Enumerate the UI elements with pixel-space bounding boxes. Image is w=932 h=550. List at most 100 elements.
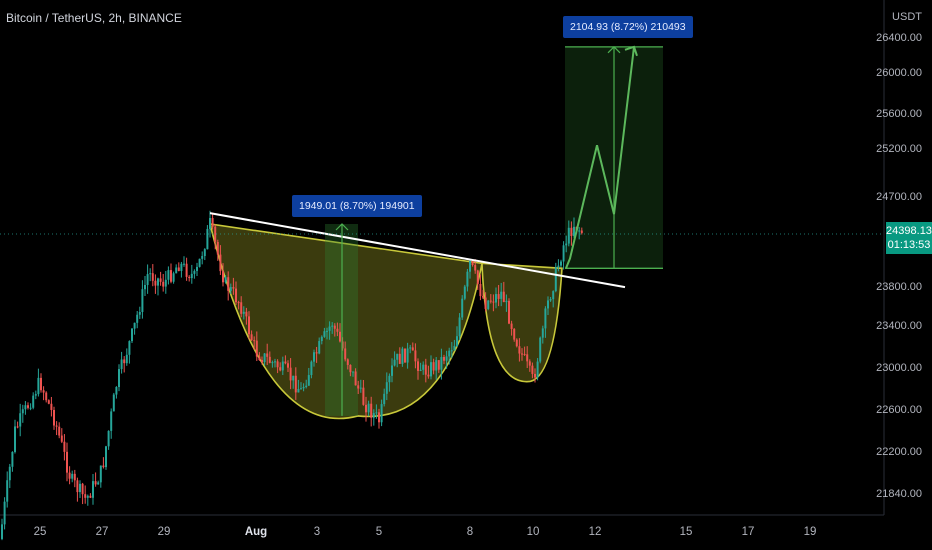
chart-grid — [0, 0, 885, 516]
candle-body — [227, 277, 230, 291]
candle-body — [518, 346, 521, 354]
candle-body — [19, 413, 22, 427]
target-arrow-head — [607, 45, 621, 54]
candle-body — [469, 260, 471, 272]
cup-depth-measure-label: 1949.01 (8.70%) 194901 — [292, 195, 422, 217]
candle — [482, 289, 484, 299]
candle-body — [456, 336, 458, 346]
candle-body — [73, 473, 76, 481]
candle — [136, 310, 139, 329]
candle — [424, 358, 427, 383]
candle — [292, 375, 295, 389]
candle — [372, 409, 375, 426]
candle — [37, 368, 40, 397]
candle — [578, 227, 581, 240]
candle-body — [339, 331, 341, 342]
candle — [476, 269, 479, 291]
candle-body — [521, 353, 523, 355]
candle — [14, 419, 16, 454]
candle-body — [27, 405, 29, 408]
candle — [497, 284, 500, 307]
candle — [437, 360, 440, 373]
target-measure-label: 2104.93 (8.72%) 210493 — [563, 16, 693, 38]
candle — [11, 451, 14, 472]
pattern-annotations — [0, 45, 884, 416]
candle — [193, 269, 196, 279]
candle-body — [58, 426, 61, 436]
candle-body — [92, 481, 94, 498]
candle-body — [190, 273, 193, 279]
candle — [211, 212, 214, 230]
price-tick: 22200.00 — [876, 446, 922, 458]
candle-body — [216, 241, 219, 255]
candle-body — [263, 353, 266, 363]
candle — [365, 396, 367, 422]
candle — [318, 337, 321, 355]
handle-shape — [481, 262, 563, 383]
candle — [357, 380, 360, 395]
candle-body — [578, 230, 581, 232]
candle-body — [401, 348, 404, 364]
candle — [323, 327, 326, 338]
candle — [370, 396, 373, 427]
candle — [539, 336, 542, 364]
candle — [515, 338, 518, 348]
candle-body — [539, 337, 542, 362]
candle-body — [274, 361, 276, 363]
candle-body — [258, 356, 261, 361]
candle-body — [396, 353, 399, 360]
neckline-trendline — [209, 212, 626, 289]
price-tick: 26000.00 — [876, 67, 922, 79]
candle-body — [266, 353, 269, 357]
candle-body — [188, 276, 191, 279]
candle — [573, 217, 575, 238]
candle-body — [3, 501, 6, 525]
candle-body — [40, 377, 42, 391]
candle — [99, 465, 102, 488]
candle — [149, 268, 152, 282]
candle-body — [372, 413, 375, 418]
candle-body — [393, 359, 396, 366]
candle — [471, 260, 474, 267]
candle-body — [552, 291, 555, 300]
candle-body — [149, 273, 152, 275]
candle — [131, 327, 133, 343]
candle-body — [29, 407, 32, 409]
candle-body — [255, 340, 258, 357]
candle-body — [175, 267, 178, 274]
candle-body — [557, 265, 560, 268]
candle-body — [534, 373, 536, 378]
price-tick: 21840.00 — [876, 488, 922, 500]
candle — [484, 292, 487, 312]
date-tick: 25 — [33, 526, 47, 538]
candle — [154, 274, 157, 294]
candle — [401, 346, 404, 367]
candle-body — [268, 356, 271, 363]
candle-body — [287, 363, 289, 368]
candle-body — [476, 270, 479, 285]
candle — [391, 358, 393, 383]
candle-body — [159, 278, 162, 282]
price-tick: 23400.00 — [876, 320, 922, 332]
candle-body — [515, 339, 518, 347]
candle-body — [45, 392, 48, 401]
candle — [547, 296, 549, 316]
candle-body — [279, 367, 282, 371]
candle-body — [380, 404, 383, 423]
candle-body — [164, 279, 167, 287]
candle — [50, 396, 53, 417]
candle — [287, 360, 289, 372]
candle-body — [125, 354, 128, 364]
candle — [560, 259, 562, 268]
price-tick: 23800.00 — [876, 281, 922, 293]
candle-body — [102, 465, 105, 468]
candle — [201, 251, 204, 265]
candle-body — [185, 263, 188, 277]
candle-body — [71, 473, 74, 479]
candle — [305, 379, 308, 389]
candle — [315, 346, 318, 363]
candle-body — [209, 218, 211, 229]
candle-body — [105, 446, 107, 468]
candle-body — [248, 316, 250, 335]
